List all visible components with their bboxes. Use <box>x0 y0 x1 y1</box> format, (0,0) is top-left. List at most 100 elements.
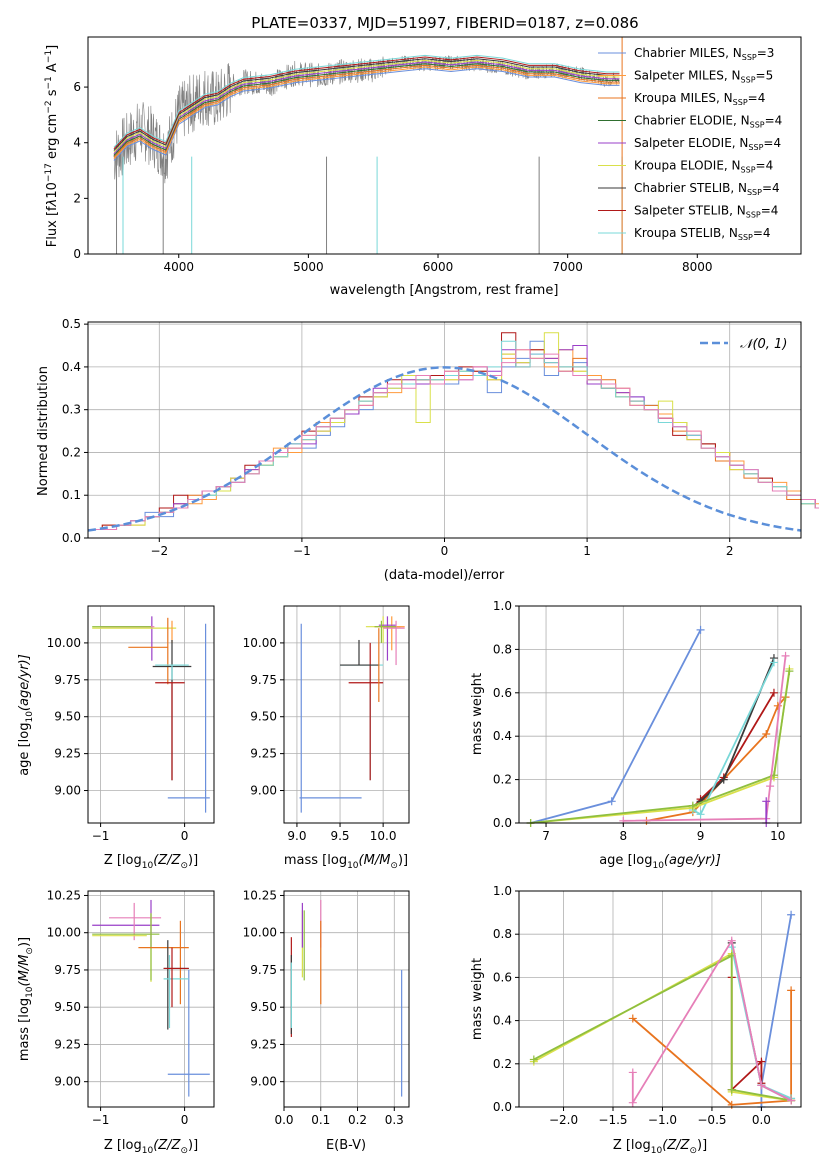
legend-label: Chabrier STELIB, NSSP=4 <box>634 181 780 197</box>
weight-marker <box>787 910 796 919</box>
x-tick-label: 5000 <box>293 260 324 274</box>
weight-line <box>530 629 702 824</box>
model-spectrum <box>113 58 620 151</box>
weight-marker <box>766 782 775 791</box>
weight-marker <box>719 775 728 784</box>
y-tick-label: 0.8 <box>493 927 512 941</box>
y-tick-label: 9.50 <box>54 1000 81 1014</box>
spectrum-ylabel: Flux [fλ10−17 erg cm−2 s−1 A−1] <box>44 45 60 247</box>
x-tick-label: −2.0 <box>549 1113 578 1127</box>
y-tick-label: 9.25 <box>54 1037 81 1051</box>
x-tick-label: 0 <box>441 544 449 558</box>
x-tick-label: 9 <box>697 829 705 843</box>
x-tick-label: 0 <box>181 1113 189 1127</box>
weight-marker <box>727 1100 736 1109</box>
legend-label-tail: =3 <box>757 46 775 60</box>
mass-vs-Z-xlabel: Z [log10(Z/Z⊙)] <box>104 1138 198 1156</box>
mass-weight-age-ylabel: mass weight <box>470 673 485 755</box>
legend-label-main: Salpeter STELIB, N <box>634 204 746 218</box>
y-tick-label: 0.2 <box>493 773 512 787</box>
y-tick-label: 9.75 <box>250 963 277 977</box>
weight-marker <box>781 651 790 660</box>
legend-label-sub: SSP <box>733 98 748 107</box>
weight-marker <box>769 688 778 697</box>
y-tick-label: 9.00 <box>54 784 81 798</box>
y-tick-label: 9.50 <box>250 710 277 724</box>
y-tick-label: 9.50 <box>54 710 81 724</box>
legend-label-sub: SSP <box>741 166 756 175</box>
weight-marker <box>727 936 736 945</box>
y-tick-label: 9.00 <box>250 784 277 798</box>
y-tick-label: 0.4 <box>62 360 81 374</box>
mass-vs-metallicity-panel: −1 0 9.00 9.25 9.50 9.75 10.00 10.25 Z [log10(Z… <box>17 888 215 1156</box>
x-tick-label: 7000 <box>552 260 583 274</box>
legend-label-sub: SSP <box>738 233 753 242</box>
y-tick-label: 0.6 <box>493 686 512 700</box>
legend-label-tail: =4 <box>765 114 783 128</box>
legend-label-sub: SSP <box>741 76 756 85</box>
residual-histogram-panel: −2 −1 0 1 2 0.0 0.1 0.2 0.3 0.4 0.5 (data-model)/e… <box>36 317 819 583</box>
legend-label-sub: SSP <box>748 143 763 152</box>
weight-marker <box>762 730 771 739</box>
y-tick-label: 9.25 <box>250 1037 277 1051</box>
histogram-ticks: −2 −1 0 1 2 0.0 0.1 0.2 0.3 0.4 0.5 <box>62 317 734 558</box>
y-tick-label: 10.25 <box>243 888 277 902</box>
model-spectrum <box>113 59 620 153</box>
legend-label-main: Kroupa ELODIE, N <box>634 159 741 173</box>
x-tick-label: −1 <box>92 1113 110 1127</box>
y-tick-label: 4 <box>73 136 81 150</box>
weight-line <box>632 990 793 1106</box>
mass-weight-vs-metallicity-panel: −2.0 −1.5 −1.0 −0.5 0.0 0.0 0.2 0.4 0.6 0.8 1.0 Z … <box>470 884 802 1156</box>
mass-weight-Z-xlabel: Z [log10(Z/Z⊙)] <box>613 1138 707 1156</box>
legend-label-main: Chabrier ELODIE, N <box>634 114 750 128</box>
x-tick-label: 9.0 <box>287 829 306 843</box>
weight-marker <box>757 1057 766 1066</box>
y-tick-label: 10.00 <box>243 926 277 940</box>
spectrum-xlabel: wavelength [Angstrom, rest frame] <box>330 283 559 298</box>
legend-label: Salpeter ELODIE, NSSP=4 <box>634 136 781 152</box>
legend-label-main: Chabrier MILES, N <box>634 46 742 60</box>
x-tick-label: −1.0 <box>648 1113 677 1127</box>
histogram-xlabel: (data-model)/error <box>384 568 505 583</box>
x-tick-label: −1 <box>293 544 311 558</box>
x-tick-label: 6000 <box>423 260 454 274</box>
legend-label-sub: SSP <box>746 211 761 220</box>
legend-label-tail: =4 <box>748 91 766 105</box>
legend-label-main: Kroupa MILES, N <box>634 91 733 105</box>
legend-label: Salpeter MILES, NSSP=5 <box>634 69 773 85</box>
weight-marker <box>696 810 705 819</box>
x-tick-label: −1 <box>92 829 110 843</box>
weight-line <box>760 914 792 1107</box>
y-tick-label: 10.00 <box>47 636 81 650</box>
y-tick-label: 0.5 <box>62 317 81 331</box>
x-tick-label: 8 <box>619 829 627 843</box>
weight-marker <box>787 986 796 995</box>
weight-marker <box>628 1068 637 1077</box>
x-tick-label: −0.5 <box>697 1113 726 1127</box>
mass-vs-Z-ylabel: mass [log10(M/M⊙)] <box>17 937 35 1061</box>
weight-line <box>646 696 787 822</box>
y-tick-label: 10.00 <box>47 926 81 940</box>
histogram-grid <box>88 322 801 539</box>
weight-line <box>692 657 775 809</box>
weight-marker <box>628 1098 637 1107</box>
age-vs-Z-xlabel: Z [log10(Z/Z⊙)] <box>104 853 198 871</box>
model-spectrum <box>113 54 620 148</box>
weight-marker <box>769 658 778 667</box>
y-tick-label: 9.75 <box>250 673 277 687</box>
weight-line <box>530 668 791 824</box>
spectrum-lines <box>113 37 623 254</box>
x-tick-label: 10 <box>770 829 785 843</box>
weight-line <box>530 670 791 824</box>
mass-weight-age-xlabel: age [log10(age/yr)] <box>599 853 721 871</box>
x-tick-label: 8000 <box>682 260 713 274</box>
legend-label-main: Kroupa STELIB, N <box>634 226 738 240</box>
legend-label: Salpeter STELIB, NSSP=4 <box>634 204 778 220</box>
age-vs-mass-panel: 9.0 9.5 10.0 9.00 9.25 9.50 9.75 10.00 mass [lo… <box>243 605 410 871</box>
x-tick-label: 0.1 <box>311 1113 330 1127</box>
legend-label-tail: =4 <box>756 159 774 173</box>
model-spectrum <box>113 56 620 150</box>
legend-label: Kroupa MILES, NSSP=4 <box>634 91 765 107</box>
x-tick-label: 0.3 <box>385 1113 404 1127</box>
